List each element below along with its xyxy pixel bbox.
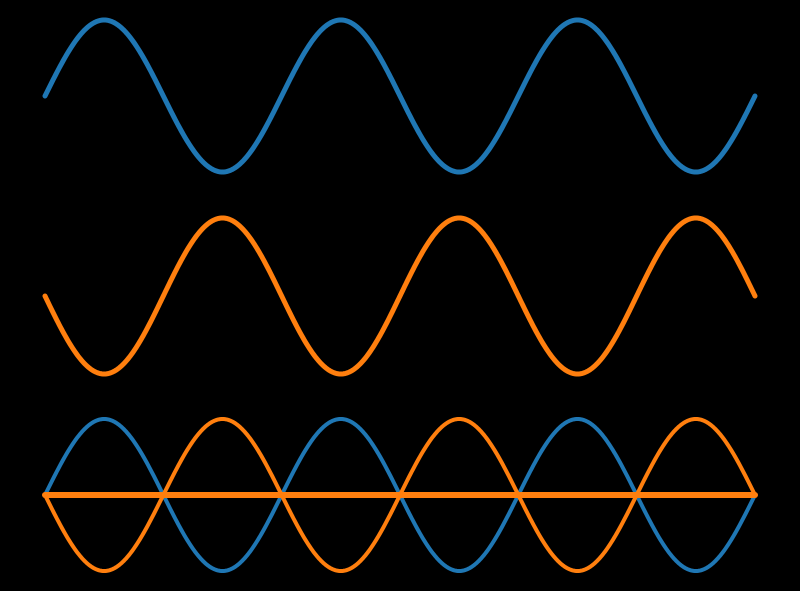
panel-wave-b	[42, 215, 758, 377]
series-line-wave-b	[42, 215, 758, 377]
panel-wave-a	[42, 17, 758, 175]
panel-superposition	[42, 417, 758, 573]
series-line-wave-a	[42, 17, 758, 175]
